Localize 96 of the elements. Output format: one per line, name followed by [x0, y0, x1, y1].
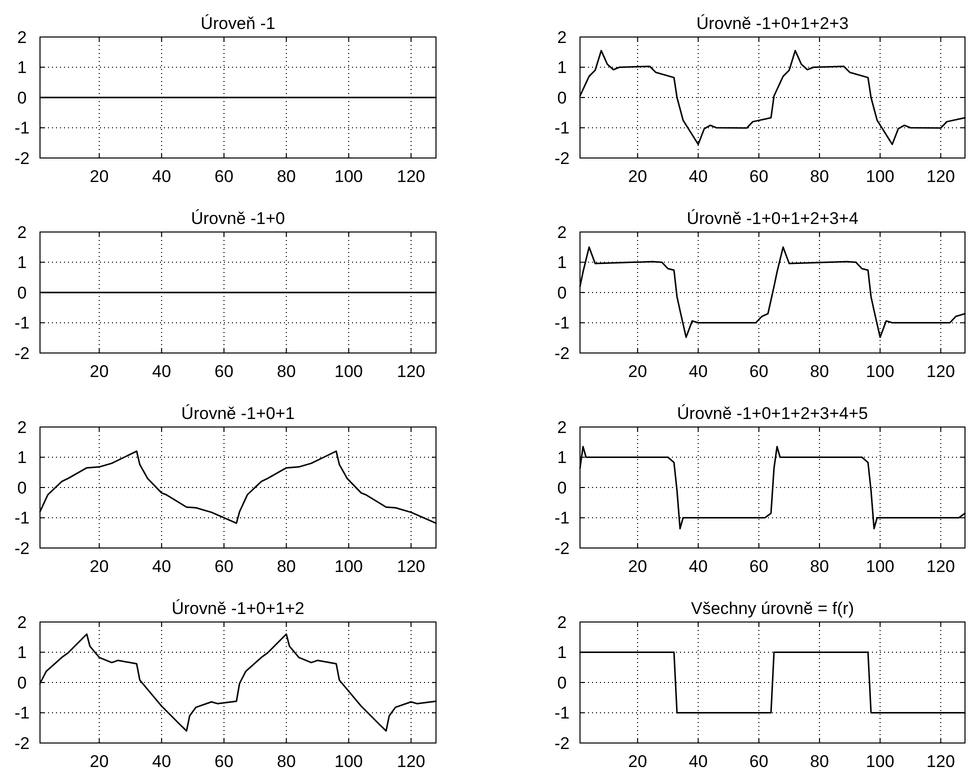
y-tick-label: -1 [14, 314, 30, 333]
y-tick-label: 1 [557, 643, 567, 662]
x-tick-label: 60 [214, 557, 234, 576]
x-tick-label: 60 [749, 167, 768, 186]
y-tick-label: -1 [14, 704, 30, 723]
x-tick-label: 40 [152, 557, 172, 576]
x-tick-label: 80 [276, 167, 296, 186]
x-tick-label: 120 [396, 167, 426, 186]
x-tick-label: 100 [334, 752, 363, 771]
y-tick-label: -2 [554, 734, 570, 753]
x-tick-label: 100 [334, 362, 363, 381]
x-tick-label: 20 [628, 362, 648, 381]
y-tick-label: -2 [554, 538, 570, 558]
y-tick-label: -1 [554, 118, 570, 138]
x-tick-label: 100 [866, 557, 894, 576]
y-tick-label: 1 [557, 448, 567, 468]
y-tick-label: 1 [17, 253, 27, 272]
x-tick-label: 40 [688, 752, 708, 771]
y-tick-label: -2 [14, 344, 30, 363]
x-tick-label: 120 [396, 752, 426, 771]
y-tick-label: -1 [14, 118, 30, 138]
chart-title: Úroveň -1 [200, 14, 276, 33]
x-tick-label: 20 [90, 362, 109, 381]
x-tick-label: 80 [276, 362, 296, 381]
x-tick-label: 20 [90, 167, 109, 186]
y-tick-label: -1 [554, 704, 570, 723]
y-tick-label: 2 [557, 612, 567, 632]
y-tick-label: 2 [17, 222, 27, 242]
y-tick-label: 0 [17, 283, 27, 302]
y-tick-label: -2 [14, 734, 30, 753]
x-tick-label: 80 [810, 167, 829, 186]
x-tick-label: 120 [926, 362, 955, 381]
y-tick-label: 2 [557, 418, 567, 437]
x-tick-label: 40 [688, 362, 708, 381]
y-tick-label: 1 [557, 253, 567, 272]
y-tick-label: 2 [557, 28, 567, 47]
y-tick-label: -2 [554, 148, 570, 168]
y-tick-label: 2 [17, 418, 27, 437]
x-tick-label: 60 [749, 362, 768, 381]
y-tick-label: 2 [17, 28, 27, 47]
x-tick-label: 100 [334, 557, 363, 576]
x-tick-label: 80 [810, 362, 829, 381]
chart-title: Všechny úrovně = f(r) [691, 599, 854, 618]
x-tick-label: 80 [276, 557, 296, 576]
x-tick-label: 40 [152, 752, 172, 771]
x-tick-label: 20 [628, 752, 648, 771]
y-tick-label: 1 [17, 643, 27, 662]
y-tick-label: -2 [14, 538, 30, 558]
x-tick-label: 80 [810, 752, 829, 771]
x-tick-label: 40 [152, 167, 172, 186]
y-tick-label: -1 [554, 314, 570, 333]
y-tick-label: 0 [557, 478, 567, 498]
x-tick-label: 100 [866, 167, 894, 186]
x-tick-label: 60 [214, 752, 234, 771]
y-tick-label: 1 [17, 58, 27, 78]
x-tick-label: 60 [749, 752, 768, 771]
x-tick-label: 20 [628, 557, 648, 576]
x-tick-label: 100 [866, 362, 894, 381]
y-tick-label: 1 [557, 58, 567, 78]
chart-title: Úrovně -1+0+1+2+3 [696, 14, 849, 33]
chart-title: Úrovně -1+0 [190, 209, 286, 228]
x-tick-label: 120 [396, 362, 426, 381]
x-tick-label: 40 [152, 362, 172, 381]
y-tick-label: 0 [557, 673, 567, 692]
y-tick-label: 0 [17, 88, 27, 108]
x-tick-label: 120 [926, 557, 955, 576]
y-tick-label: -2 [14, 148, 30, 168]
y-tick-label: 2 [557, 222, 567, 242]
y-tick-label: 1 [17, 448, 27, 468]
x-tick-label: 120 [396, 557, 426, 576]
y-tick-label: 0 [17, 673, 27, 692]
y-tick-label: -1 [14, 508, 30, 528]
y-tick-label: 2 [17, 612, 27, 632]
x-tick-label: 120 [926, 167, 955, 186]
x-tick-label: 60 [214, 167, 234, 186]
x-tick-label: 20 [90, 752, 109, 771]
x-tick-label: 60 [749, 557, 768, 576]
y-tick-label: -1 [554, 508, 570, 528]
chart-title: Úrovně -1+0+1+2 [172, 599, 304, 618]
x-tick-label: 80 [276, 752, 296, 771]
x-tick-label: 20 [90, 557, 109, 576]
y-tick-label: 0 [17, 478, 27, 498]
y-tick-label: 0 [557, 88, 567, 108]
y-tick-label: -2 [554, 344, 570, 363]
chart-title: Úrovně -1+0+1+2+3+4 [686, 209, 858, 228]
chart-title: Úrovně -1+0+1+2+3+4+5 [677, 404, 868, 423]
x-tick-label: 20 [628, 167, 648, 186]
x-tick-label: 80 [810, 557, 829, 576]
x-tick-label: 100 [866, 752, 894, 771]
y-tick-label: 0 [557, 283, 567, 302]
x-tick-label: 100 [334, 167, 363, 186]
x-tick-label: 40 [688, 167, 708, 186]
x-tick-label: 120 [926, 752, 955, 771]
x-tick-label: 60 [214, 362, 234, 381]
chart-title: Úrovně -1+0+1 [181, 404, 295, 423]
x-tick-label: 40 [688, 557, 708, 576]
